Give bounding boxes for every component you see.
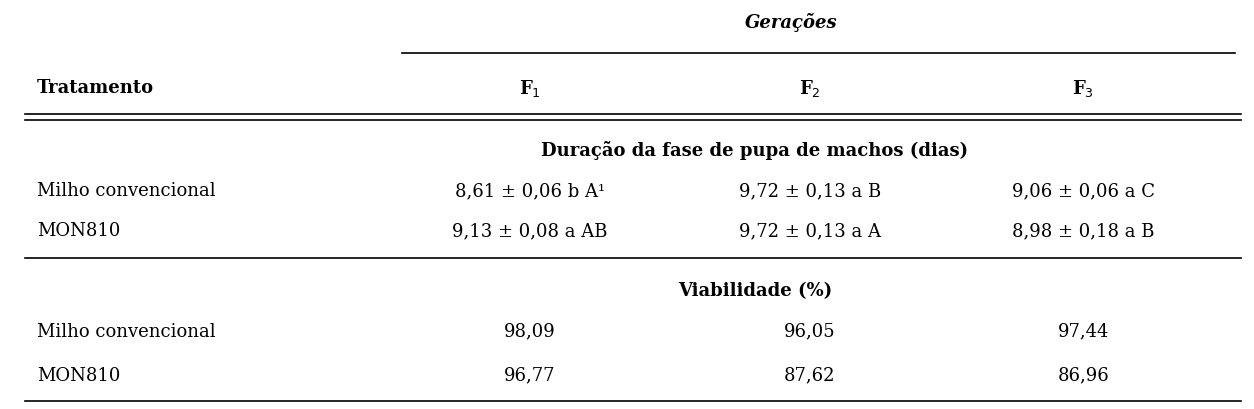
Text: 8,61 ± 0,06 b A¹: 8,61 ± 0,06 b A¹ xyxy=(455,182,604,200)
Text: F$_2$: F$_2$ xyxy=(799,78,820,99)
Text: Duração da fase de pupa de machos (dias): Duração da fase de pupa de machos (dias) xyxy=(542,141,968,160)
Text: Milho convencional: Milho convencional xyxy=(38,182,216,200)
Text: 97,44: 97,44 xyxy=(1057,322,1109,340)
Text: MON810: MON810 xyxy=(38,222,120,240)
Text: MON810: MON810 xyxy=(38,366,120,384)
Text: 87,62: 87,62 xyxy=(784,366,835,384)
Text: Tratamento: Tratamento xyxy=(38,79,154,97)
Text: Milho convencional: Milho convencional xyxy=(38,322,216,340)
Text: 96,05: 96,05 xyxy=(784,322,835,340)
Text: 9,13 ± 0,08 a AB: 9,13 ± 0,08 a AB xyxy=(453,222,608,240)
Text: 9,72 ± 0,13 a B: 9,72 ± 0,13 a B xyxy=(739,182,880,200)
Text: F$_3$: F$_3$ xyxy=(1072,78,1095,99)
Text: F$_1$: F$_1$ xyxy=(519,78,540,99)
Text: 8,98 ± 0,18 a B: 8,98 ± 0,18 a B xyxy=(1012,222,1155,240)
Text: 86,96: 86,96 xyxy=(1057,366,1110,384)
Text: 98,09: 98,09 xyxy=(504,322,556,340)
Text: 96,77: 96,77 xyxy=(504,366,556,384)
Text: Gerações: Gerações xyxy=(745,13,838,31)
Text: 9,06 ± 0,06 a C: 9,06 ± 0,06 a C xyxy=(1012,182,1155,200)
Text: 9,72 ± 0,13 a A: 9,72 ± 0,13 a A xyxy=(739,222,880,240)
Text: Viabilidade (%): Viabilidade (%) xyxy=(677,282,833,300)
